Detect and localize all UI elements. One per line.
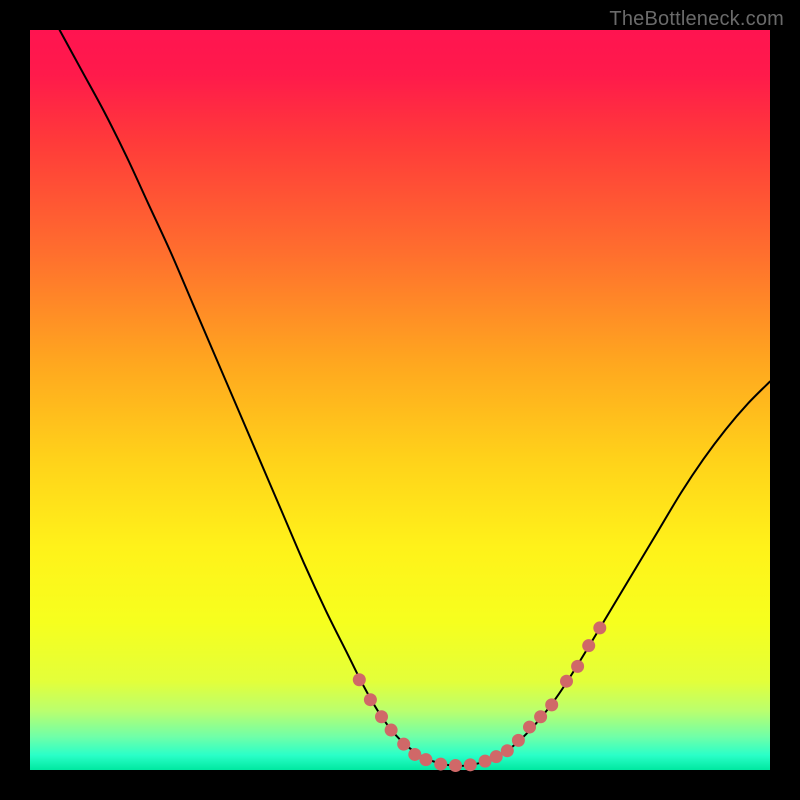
marker-point: [545, 698, 558, 711]
marker-point: [479, 755, 492, 768]
marker-point: [364, 693, 377, 706]
bottleneck-curve: [60, 30, 770, 766]
marker-point: [582, 639, 595, 652]
marker-point: [408, 748, 421, 761]
marker-point: [419, 753, 432, 766]
marker-point: [512, 734, 525, 747]
marker-point: [434, 758, 447, 771]
marker-point: [385, 724, 398, 737]
marker-point: [571, 660, 584, 673]
marker-point: [501, 744, 514, 757]
marker-point: [449, 759, 462, 772]
marker-point: [490, 750, 503, 763]
marker-point: [534, 710, 547, 723]
chart-svg: [30, 30, 770, 770]
marker-point: [397, 738, 410, 751]
curve-markers: [353, 621, 607, 772]
marker-point: [375, 710, 388, 723]
watermark-text: TheBottleneck.com: [609, 8, 784, 31]
marker-point: [464, 758, 477, 771]
marker-point: [593, 621, 606, 634]
marker-point: [523, 721, 536, 734]
marker-point: [560, 675, 573, 688]
marker-point: [353, 673, 366, 686]
plot-area: [30, 30, 770, 770]
